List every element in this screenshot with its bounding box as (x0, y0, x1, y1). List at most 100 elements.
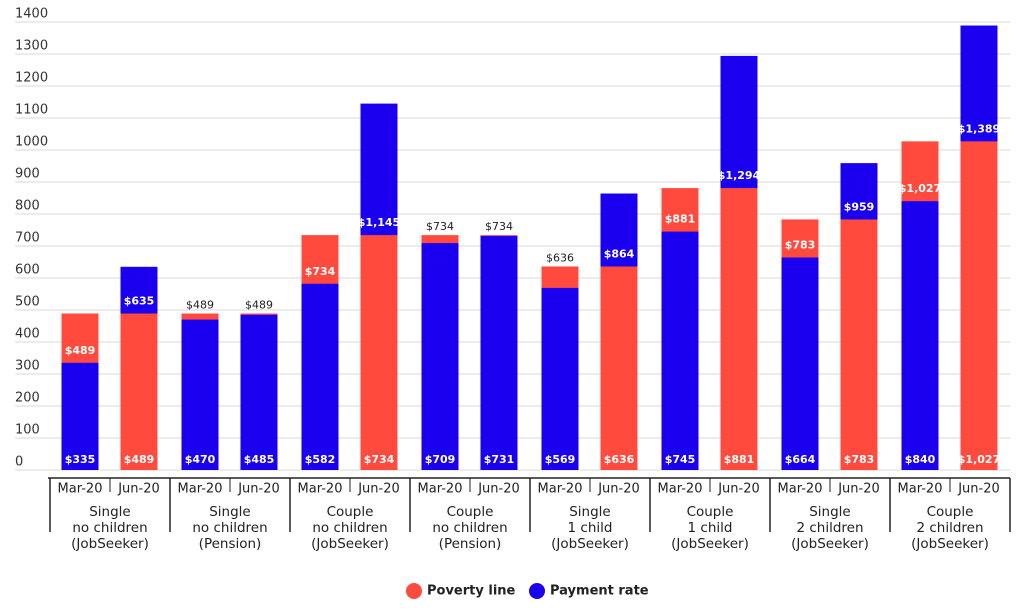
legend-swatch (406, 583, 422, 599)
period-label: Mar-20 (538, 482, 583, 497)
y-tick-label: 1100 (15, 103, 48, 118)
period-label: Jun-20 (837, 482, 880, 497)
bar (480, 236, 518, 470)
group-label: 1 child (568, 520, 613, 536)
data-label: $840 (905, 453, 936, 466)
y-tick-label: 1000 (15, 135, 48, 150)
data-label: $489 (124, 453, 155, 466)
group-label: Single (209, 504, 251, 520)
period-label: Jun-20 (597, 482, 640, 497)
group-label: 2 children (796, 520, 863, 536)
legend-label: Poverty line (427, 584, 516, 599)
bar (61, 362, 99, 470)
y-tick-label: 1300 (15, 39, 48, 54)
y-tick-label: 500 (15, 295, 40, 310)
data-label: $1,027 (958, 453, 1000, 466)
group-label: no children (432, 520, 507, 536)
data-label: $489 (245, 299, 273, 312)
y-tick-label: 1200 (15, 71, 48, 86)
period-label: Mar-20 (178, 482, 223, 497)
group-label: (JobSeeker) (71, 536, 149, 552)
bar (181, 319, 219, 470)
data-label: $489 (65, 344, 96, 357)
group-label: (JobSeeker) (671, 536, 749, 552)
bar (781, 257, 819, 470)
bar (960, 141, 998, 471)
data-label: $569 (545, 453, 576, 466)
data-label: $635 (124, 295, 155, 308)
data-label: $731 (484, 453, 515, 466)
data-label: $1,145 (358, 216, 400, 229)
data-label: $734 (426, 220, 454, 233)
group-label: Couple (447, 504, 494, 520)
group-label: no children (312, 520, 387, 536)
y-tick-label: 100 (15, 423, 40, 438)
data-label: $489 (186, 299, 214, 312)
data-label: $734 (305, 265, 336, 278)
group-label: Couple (687, 504, 734, 520)
y-tick-label: 600 (15, 263, 40, 278)
bar (421, 243, 459, 470)
data-label: $636 (546, 251, 574, 264)
period-label: Jun-20 (717, 482, 760, 497)
data-label: $783 (844, 453, 875, 466)
period-label: Mar-20 (898, 482, 943, 497)
period-label: Jun-20 (957, 482, 1000, 497)
bar (541, 287, 579, 470)
legend-swatch (529, 583, 545, 599)
legend-label: Payment rate (550, 584, 649, 599)
y-tick-label: 1400 (15, 7, 48, 22)
y-tick-label: 800 (15, 199, 40, 214)
data-label: $1,027 (899, 182, 941, 195)
period-label: Mar-20 (58, 482, 103, 497)
data-label: $1,389 (958, 122, 1000, 135)
group-label: (JobSeeker) (311, 536, 389, 552)
period-label: Mar-20 (778, 482, 823, 497)
group-label: Couple (927, 504, 974, 520)
group-label: Couple (327, 504, 374, 520)
group-label: (Pension) (439, 536, 502, 552)
data-label: $709 (425, 453, 456, 466)
y-tick-label: 0 (15, 455, 23, 470)
group-label: 2 children (916, 520, 983, 536)
data-label: $881 (665, 213, 696, 226)
group-label: Single (89, 504, 131, 520)
y-tick-label: 300 (15, 359, 40, 374)
y-tick-label: 700 (15, 231, 40, 246)
data-label: $636 (604, 453, 635, 466)
group-label: (JobSeeker) (551, 536, 629, 552)
y-tick-label: 200 (15, 391, 40, 406)
data-label: $783 (785, 239, 816, 252)
data-label: $470 (185, 453, 216, 466)
data-label: $959 (844, 200, 875, 213)
data-label: $864 (604, 247, 635, 260)
data-label: $1,294 (718, 169, 761, 182)
bar (301, 283, 339, 470)
data-label: $335 (65, 453, 96, 466)
bar (600, 266, 638, 470)
period-label: Mar-20 (298, 482, 343, 497)
period-label: Jun-20 (117, 482, 160, 497)
data-label: $485 (244, 453, 275, 466)
period-label: Jun-20 (357, 482, 400, 497)
bar (840, 219, 878, 470)
y-tick-label: 900 (15, 167, 40, 182)
group-label: (Pension) (199, 536, 262, 552)
data-label: $734 (364, 453, 395, 466)
group-label: no children (192, 520, 267, 536)
period-label: Mar-20 (658, 482, 703, 497)
data-label: $745 (665, 453, 696, 466)
data-label: $582 (305, 453, 336, 466)
bar (360, 235, 398, 470)
period-label: Jun-20 (237, 482, 280, 497)
bar (720, 188, 758, 470)
bar (240, 314, 278, 470)
data-label: $664 (785, 453, 816, 466)
data-label: $734 (485, 220, 513, 233)
period-label: Mar-20 (418, 482, 463, 497)
group-label: (JobSeeker) (911, 536, 989, 552)
group-label: (JobSeeker) (791, 536, 869, 552)
bar (120, 313, 158, 470)
group-label: 1 child (688, 520, 733, 536)
